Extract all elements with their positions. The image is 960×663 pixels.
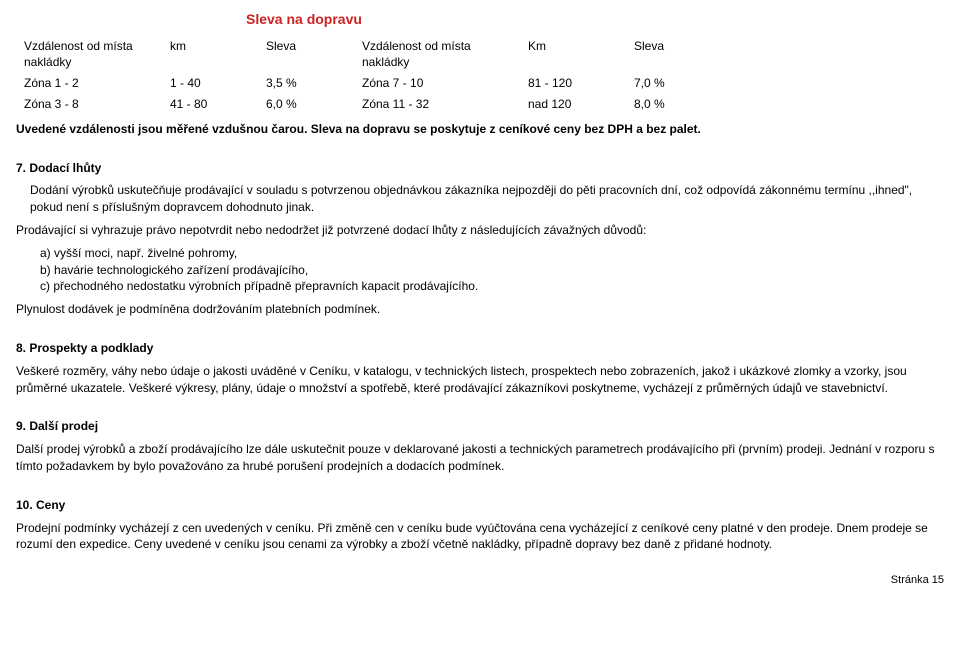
cell: 7,0 % (626, 73, 716, 94)
section-7-list: vyšší moci, např. živelné pohromy, havár… (16, 245, 944, 295)
table-row: Zóna 3 - 8 41 - 80 6,0 % Zóna 11 - 32 na… (16, 94, 716, 115)
section-8-head: 8. Prospekty a podklady (16, 340, 944, 357)
section-9-head: 9. Další prodej (16, 418, 944, 435)
discount-table: Vzdálenost od místa nakládky km Sleva Vz… (16, 36, 716, 115)
cell: 8,0 % (626, 94, 716, 115)
cell: 81 - 120 (520, 73, 626, 94)
cell: Zóna 1 - 2 (16, 73, 162, 94)
table-row: Zóna 1 - 2 1 - 40 3,5 % Zóna 7 - 10 81 -… (16, 73, 716, 94)
note-text: Uvedené vzdálenosti jsou měřené vzdušnou… (16, 121, 944, 138)
cell: 3,5 % (258, 73, 354, 94)
section-7-head: 7. Dodací lhůty (16, 160, 944, 177)
section-10-head: 10. Ceny (16, 497, 944, 514)
col-h1: Vzdálenost od místa nakládky (16, 36, 162, 74)
cell: Zóna 7 - 10 (354, 73, 520, 94)
section-7-p3: Plynulost dodávek je podmíněna dodržován… (16, 301, 944, 318)
cell: 6,0 % (258, 94, 354, 115)
col-h3: Sleva (258, 36, 354, 74)
list-item: havárie technologického zařízení prodáva… (40, 262, 944, 279)
section-9-p1: Další prodej výrobků a zboží prodávající… (16, 441, 944, 475)
section-10-p1: Prodejní podmínky vycházejí z cen uveden… (16, 520, 944, 554)
cell: nad 120 (520, 94, 626, 115)
col-h6: Sleva (626, 36, 716, 74)
section-8-p1: Veškeré rozměry, váhy nebo údaje o jakos… (16, 363, 944, 397)
cell: 41 - 80 (162, 94, 258, 115)
col-h5: Km (520, 36, 626, 74)
section-7-p2: Prodávající si vyhrazuje právo nepotvrdi… (16, 222, 944, 239)
page-footer: Stránka 15 (16, 573, 944, 588)
section-7-p1: Dodání výrobků uskutečňuje prodávající v… (16, 182, 944, 216)
col-h4: Vzdálenost od místa nakládky (354, 36, 520, 74)
col-h2: km (162, 36, 258, 74)
list-item: vyšší moci, např. živelné pohromy, (40, 245, 944, 262)
cell: Zóna 11 - 32 (354, 94, 520, 115)
list-item: přechodného nedostatku výrobních případn… (40, 278, 944, 295)
cell: Zóna 3 - 8 (16, 94, 162, 115)
shipping-discount-title: Sleva na dopravu (246, 10, 944, 30)
cell: 1 - 40 (162, 73, 258, 94)
